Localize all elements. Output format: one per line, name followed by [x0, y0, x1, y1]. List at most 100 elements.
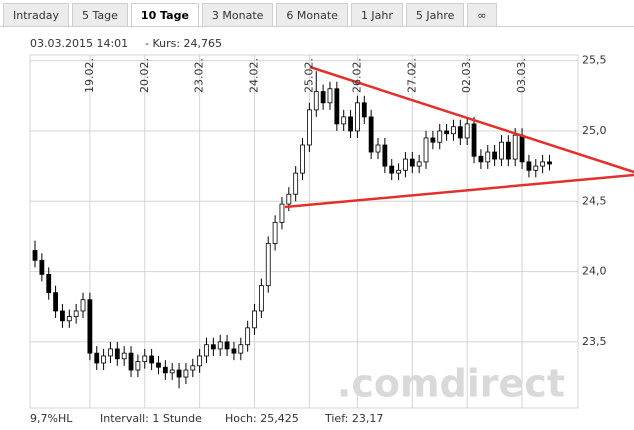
candle-body	[162, 366, 168, 374]
x-tick-label: 27.02.	[405, 58, 418, 93]
candle-body	[210, 344, 216, 350]
candle-body	[409, 158, 415, 167]
candle-body	[238, 344, 244, 354]
x-tick-label: 19.02.	[83, 58, 96, 93]
trend-line-upper	[309, 65, 634, 174]
y-tick-label: 24,0	[582, 265, 607, 278]
tab-divider	[0, 26, 634, 27]
candle-body	[416, 161, 422, 167]
candle-body	[444, 130, 450, 135]
candle-body	[505, 141, 511, 160]
candle-body	[231, 348, 237, 354]
candle-body	[87, 299, 93, 354]
y-tick-label: 25,0	[582, 124, 607, 137]
candle-body	[451, 126, 456, 135]
candle-body	[169, 369, 175, 374]
candle-body	[183, 369, 189, 378]
candle-body	[293, 172, 299, 195]
candle-body	[396, 169, 401, 174]
candle-body	[73, 310, 79, 317]
candle-body	[224, 341, 230, 350]
candle-body	[464, 123, 470, 139]
candle-body	[142, 355, 148, 362]
trend-line-lower	[284, 173, 634, 209]
candle-body	[258, 285, 264, 312]
candle-body	[533, 165, 539, 171]
candle-body	[382, 144, 388, 167]
watermark: .comdirect	[337, 362, 565, 406]
tab[interactable]: 3 Monate	[201, 3, 274, 26]
candle-body	[279, 203, 285, 223]
candle-body	[499, 141, 504, 160]
candle-body	[252, 310, 257, 329]
tab[interactable]: 6 Monate	[276, 3, 348, 26]
candle-body	[519, 134, 525, 163]
plot-frame	[29, 54, 579, 409]
candle-body	[217, 341, 223, 350]
tab-bar: Intraday 5 Tage 10 Tage 3 Monate 6 Monate 1 J…	[3, 3, 497, 26]
tab[interactable]: 10 Tage	[130, 3, 199, 26]
candle-body	[94, 352, 100, 364]
candle-body	[149, 355, 155, 364]
candle-body	[403, 158, 408, 171]
x-tick-label: 20.02.	[138, 58, 151, 93]
candle-body	[176, 369, 182, 378]
tab[interactable]: Intraday	[3, 3, 70, 26]
x-tick-label: 24.02.	[248, 58, 261, 93]
candle-body	[526, 161, 532, 171]
x-tick-label: 02.03.	[460, 58, 473, 93]
candle-body	[423, 137, 429, 163]
candle-body	[286, 193, 292, 205]
tab[interactable]: ∞	[467, 3, 497, 26]
candle-body	[306, 109, 312, 146]
tab[interactable]: 5 Tage	[72, 3, 128, 26]
x-tick-label: 25.02.	[302, 58, 315, 93]
candle-body	[430, 137, 436, 143]
candle-body	[66, 316, 72, 322]
candle-body	[135, 361, 141, 371]
candle-body	[485, 151, 491, 163]
candle-body	[272, 221, 278, 244]
candle-body	[355, 102, 360, 132]
x-tick-label: 23.02.	[193, 58, 206, 93]
footer-high: Hoch: 25,425	[225, 412, 299, 425]
candle-body	[334, 88, 340, 125]
candle-body	[478, 155, 484, 163]
candle-body	[375, 144, 381, 153]
footer-range: 9,7%HL	[30, 412, 73, 425]
candle-body	[457, 126, 463, 139]
candle-body	[361, 102, 367, 118]
candle-body	[327, 88, 333, 104]
header-price: - Kurs: 24,765	[145, 37, 222, 50]
candle-body	[341, 116, 347, 125]
header-datetime: 03.03.2015 14:01	[30, 37, 128, 50]
candle-body	[389, 165, 395, 174]
candle-body	[60, 310, 65, 322]
candle-body	[492, 151, 498, 160]
candle-body	[348, 116, 353, 132]
candle-body	[156, 362, 161, 368]
candle-body	[53, 292, 58, 312]
candle-body	[128, 352, 134, 371]
candle-body	[547, 161, 552, 165]
candle-body	[265, 243, 271, 287]
candle-body	[245, 327, 251, 346]
candle-body	[39, 259, 45, 275]
candle-body	[300, 144, 305, 174]
y-tick-label: 24,5	[582, 194, 607, 207]
candle-body	[101, 355, 106, 364]
y-tick-label: 23,5	[582, 335, 607, 348]
candle-body	[512, 134, 518, 160]
candle-body	[368, 116, 374, 153]
candle-body	[32, 250, 38, 261]
tab[interactable]: 1 Jahr	[350, 3, 403, 26]
candle-body	[190, 365, 196, 371]
candle-body	[108, 348, 113, 357]
x-tick-label: 26.02.	[350, 58, 363, 93]
candle-body	[46, 273, 52, 294]
candle-body	[320, 91, 326, 104]
tab[interactable]: 5 Jahre	[405, 3, 465, 26]
candle-body	[313, 91, 319, 111]
candle-body	[471, 123, 477, 157]
